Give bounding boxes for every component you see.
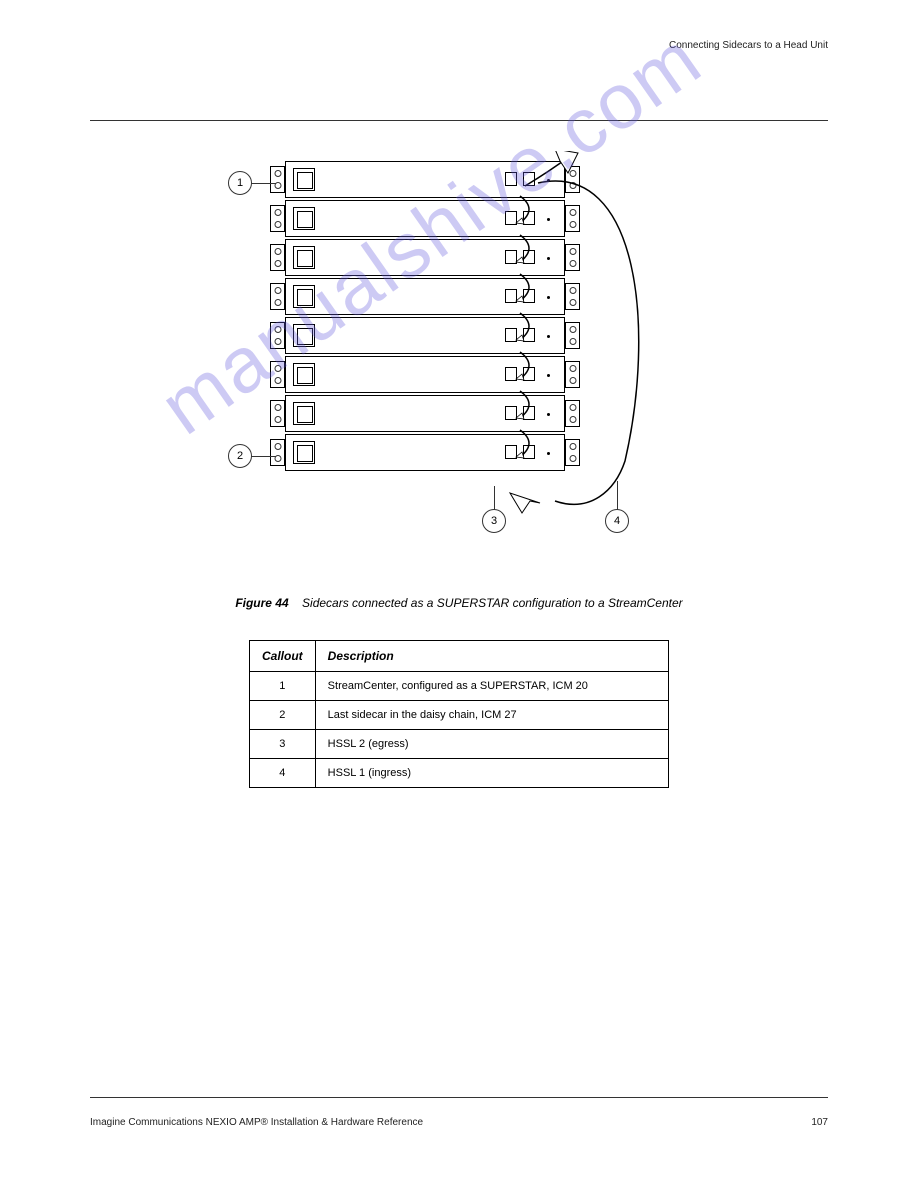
callout-4: 4 (605, 509, 629, 533)
callout-line (494, 486, 495, 511)
figure-title: Sidecars connected as a SUPERSTAR config… (302, 596, 683, 610)
rack-unit (270, 239, 580, 276)
table-cell-num: 3 (250, 730, 316, 759)
rack-unit (270, 395, 580, 432)
figure-number: Figure 44 (235, 596, 288, 610)
rack-stack (270, 161, 580, 473)
callout-line (250, 183, 276, 184)
callout-2: 2 (228, 444, 252, 468)
table-row: 2 Last sidecar in the daisy chain, ICM 2… (250, 701, 669, 730)
table-cell-desc: HSSL 1 (ingress) (315, 759, 668, 788)
callout-1: 1 (228, 171, 252, 195)
callout-num: 3 (491, 515, 497, 527)
callout-line (250, 456, 276, 457)
callout-line (617, 481, 618, 511)
table-row: 4 HSSL 1 (ingress) (250, 759, 669, 788)
footer: Imagine Communications NEXIO AMP® Instal… (90, 1117, 828, 1128)
rack-unit (270, 317, 580, 354)
table-header-callout: Callout (250, 641, 316, 672)
header-right: Connecting Sidecars to a Head Unit (669, 40, 828, 51)
table-cell-num: 2 (250, 701, 316, 730)
table-cell-num: 4 (250, 759, 316, 788)
callout-3: 3 (482, 509, 506, 533)
table-cell-num: 1 (250, 672, 316, 701)
table-row: 1 StreamCenter, configured as a SUPERSTA… (250, 672, 669, 701)
rack-unit (270, 278, 580, 315)
table-cell-desc: Last sidecar in the daisy chain, ICM 27 (315, 701, 668, 730)
table-row: 3 HSSL 2 (egress) (250, 730, 669, 759)
figure-caption: Figure 44 Sidecars connected as a SUPERS… (90, 596, 828, 610)
footer-page: 107 (811, 1117, 828, 1128)
rack-unit (270, 200, 580, 237)
divider-top (90, 120, 828, 121)
callout-num: 1 (237, 177, 243, 189)
callout-table: Callout Description 1 StreamCenter, conf… (249, 640, 669, 788)
callout-num: 4 (614, 515, 620, 527)
table-header-desc: Description (315, 641, 668, 672)
rack-unit (270, 356, 580, 393)
rack-unit (270, 161, 580, 198)
footer-left: Imagine Communications NEXIO AMP® Instal… (90, 1117, 423, 1128)
table-cell-desc: HSSL 2 (egress) (315, 730, 668, 759)
table-cell-desc: StreamCenter, configured as a SUPERSTAR,… (315, 672, 668, 701)
rack-unit (270, 434, 580, 471)
divider-bottom (90, 1097, 828, 1098)
diagram: 1 2 3 4 (90, 151, 828, 551)
callout-num: 2 (237, 450, 243, 462)
